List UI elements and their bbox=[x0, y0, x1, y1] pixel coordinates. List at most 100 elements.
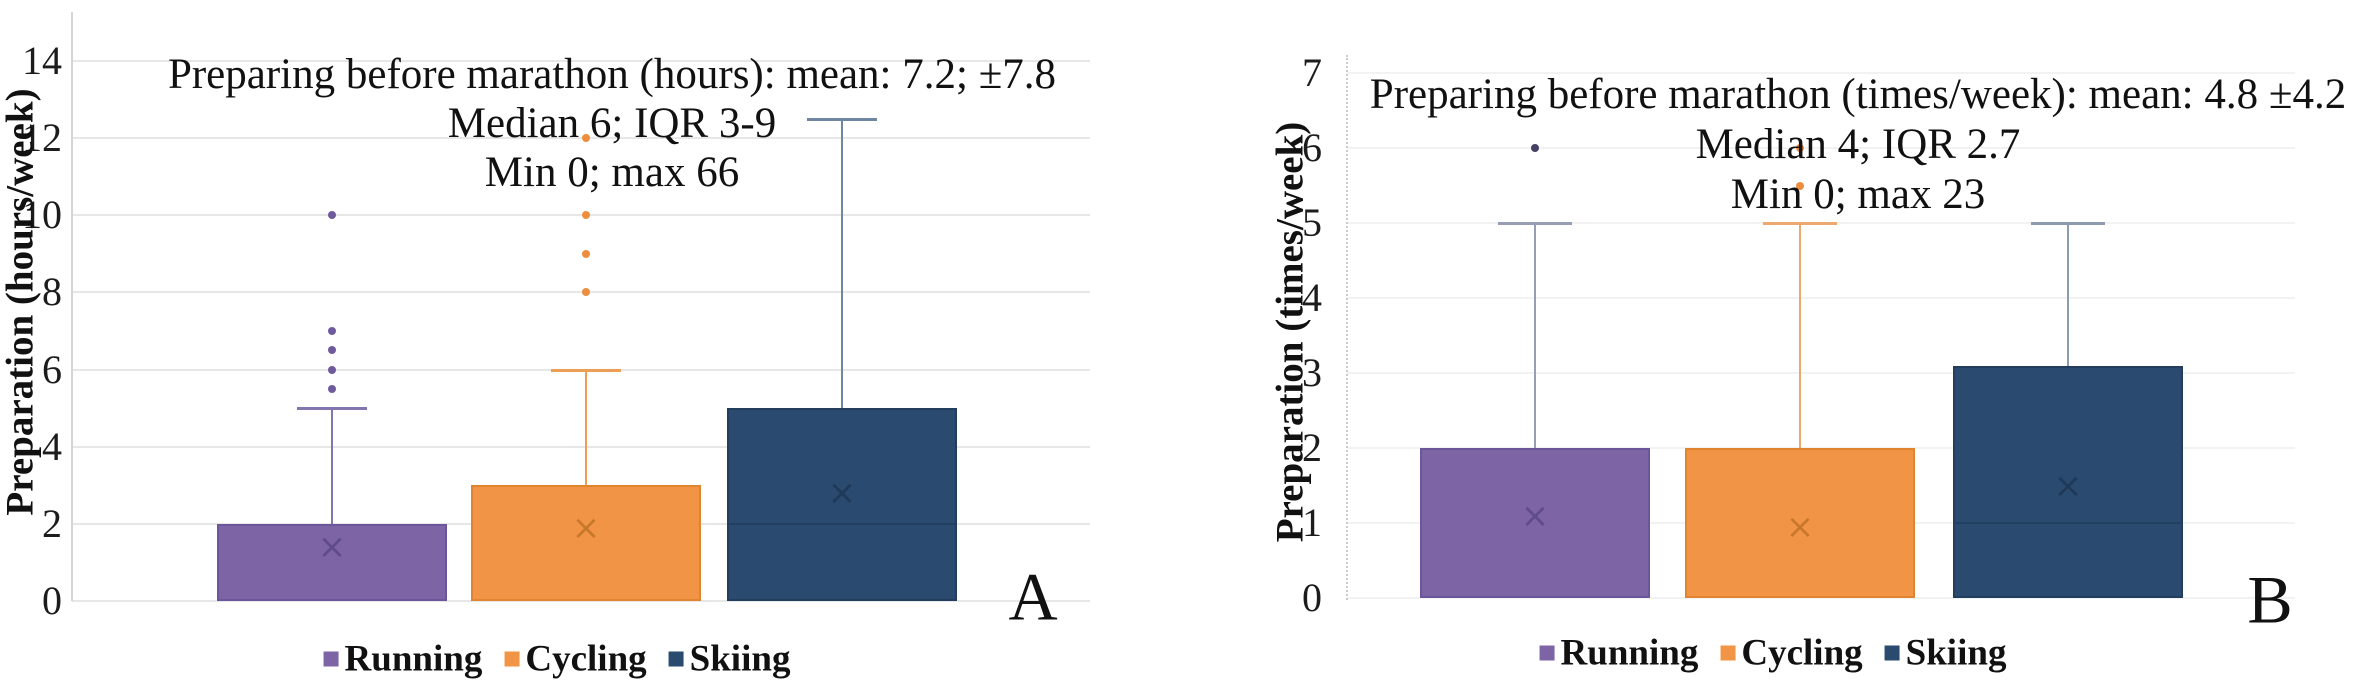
whisker-b-running bbox=[1534, 223, 1536, 452]
legend-item-a-running: Running bbox=[323, 638, 483, 681]
outlier-a-running-1 bbox=[328, 365, 336, 374]
gridline-a-10 bbox=[72, 214, 1090, 217]
mean-marker-a-running: × bbox=[317, 527, 347, 567]
whisker-b-skiing bbox=[2067, 223, 2069, 370]
y-tick-label-b: 7 bbox=[1302, 50, 1322, 95]
outlier-a-running-3 bbox=[328, 327, 336, 335]
y-axis-line-b bbox=[1346, 55, 1348, 600]
y-axis-line-a bbox=[71, 12, 73, 601]
box-b-running bbox=[1420, 448, 1650, 598]
legend-label: Cycling bbox=[1741, 632, 1863, 674]
outlier-a-running-2 bbox=[328, 346, 336, 355]
legend-swatch-icon bbox=[1539, 645, 1555, 661]
box-a-running bbox=[217, 523, 447, 601]
gridline-a-4 bbox=[72, 445, 1090, 448]
legend-label: Running bbox=[344, 638, 483, 680]
gridline-b-4 bbox=[1347, 297, 2295, 299]
gridline-b-3 bbox=[1347, 372, 2295, 374]
gridline-a-8 bbox=[72, 291, 1090, 294]
y-tick-label-a: 2 bbox=[42, 500, 62, 546]
legend-swatch-icon bbox=[1720, 645, 1736, 661]
mean-marker-b-skiing: × bbox=[2053, 465, 2083, 506]
legend-swatch-icon bbox=[323, 651, 339, 667]
gridline-a-0 bbox=[72, 600, 1090, 602]
whisker-cap-a-skiing bbox=[807, 117, 877, 121]
whisker-b-cycling bbox=[1799, 223, 1801, 452]
mean-marker-a-skiing: × bbox=[827, 473, 857, 513]
outlier-a-running-0 bbox=[328, 384, 336, 393]
outlier-a-cycling-0 bbox=[582, 288, 590, 297]
y-tick-label-b: 0 bbox=[1302, 575, 1322, 620]
gridline-b-7 bbox=[1347, 72, 2295, 74]
whisker-a-running bbox=[331, 408, 333, 528]
chart-title-b-line-2: Median 4; IQR 2.7 bbox=[1695, 121, 2021, 168]
whisker-a-skiing bbox=[841, 118, 843, 413]
y-tick-label-a: 8 bbox=[42, 269, 62, 315]
y-tick-label-b: 5 bbox=[1302, 200, 1322, 245]
y-tick-label-b: 6 bbox=[1302, 125, 1322, 170]
outlier-a-cycling-2 bbox=[582, 211, 590, 220]
chart-title-a: Preparing before marathon (hours): mean:… bbox=[168, 50, 1056, 197]
mean-marker-b-running: × bbox=[1520, 495, 1550, 536]
median-b-skiing bbox=[1955, 522, 2181, 524]
chart-title-b-line-3: Min 0; max 23 bbox=[1730, 171, 1986, 218]
legend-label: Skiing bbox=[689, 638, 791, 680]
box-a-cycling bbox=[471, 485, 701, 601]
y-tick-label-b: 2 bbox=[1302, 425, 1322, 470]
y-tick-label-a: 12 bbox=[22, 115, 62, 161]
chart-title-a-line-3: Min 0; max 66 bbox=[484, 149, 740, 196]
whisker-cap-b-cycling bbox=[1763, 222, 1837, 225]
legend-item-a-cycling: Cycling bbox=[504, 638, 647, 681]
legend-item-b-cycling: Cycling bbox=[1720, 632, 1863, 675]
y-axis-title-b: Preparation (times/week) bbox=[1268, 121, 1312, 543]
box-b-skiing bbox=[1953, 365, 2183, 598]
panel-label-a: A bbox=[1008, 558, 1058, 635]
whisker-cap-b-running bbox=[1498, 222, 1572, 225]
whisker-cap-a-running bbox=[297, 407, 367, 411]
legend-label: Cycling bbox=[525, 638, 647, 680]
legend-swatch-icon bbox=[504, 651, 520, 667]
mean-marker-a-cycling: × bbox=[571, 507, 601, 548]
outlier-a-cycling-1 bbox=[582, 249, 590, 258]
legend-item-a-skiing: Skiing bbox=[668, 638, 791, 681]
gridline-b-6 bbox=[1347, 147, 2295, 149]
chart-title-b-line-1: Preparing before marathon (times/week): … bbox=[1369, 71, 2347, 118]
legend-label: Running bbox=[1560, 632, 1699, 674]
y-tick-label-a: 0 bbox=[42, 578, 62, 623]
legend-swatch-icon bbox=[1884, 645, 1900, 661]
median-a-skiing bbox=[729, 522, 955, 525]
gridline-b-0 bbox=[1347, 597, 2295, 599]
chart-title-a-line-1: Preparing before marathon (hours): mean:… bbox=[167, 51, 1057, 98]
gridline-a-12 bbox=[72, 137, 1090, 140]
y-tick-label-a: 4 bbox=[42, 423, 62, 469]
legend-item-b-skiing: Skiing bbox=[1884, 632, 2007, 675]
legend-label: Skiing bbox=[1905, 632, 2007, 674]
y-tick-label-b: 4 bbox=[1302, 275, 1322, 320]
y-tick-label-a: 10 bbox=[22, 192, 62, 238]
box-a-skiing bbox=[727, 408, 957, 601]
outlier-a-cycling-3 bbox=[582, 134, 590, 143]
legend-a: Running Cycling Skiing bbox=[323, 638, 791, 681]
whisker-cap-b-skiing bbox=[2031, 222, 2105, 225]
chart-title-a-line-2: Median 6; IQR 3-9 bbox=[447, 100, 777, 147]
legend-b: Running Cycling Skiing bbox=[1539, 632, 2007, 675]
outlier-b-running-0 bbox=[1531, 144, 1539, 152]
chart-title-b: Preparing before marathon (times/week): … bbox=[1370, 70, 2346, 220]
y-tick-label-b: 3 bbox=[1302, 350, 1322, 395]
y-axis-title-a: Preparation (hours/week) bbox=[0, 88, 42, 516]
y-tick-label-a: 6 bbox=[42, 346, 62, 392]
whisker-a-cycling bbox=[585, 369, 587, 490]
gridline-a-14 bbox=[72, 60, 1090, 62]
outlier-b-cycling-0 bbox=[1796, 181, 1804, 190]
whisker-cap-a-cycling bbox=[551, 368, 621, 372]
outlier-b-cycling-1 bbox=[1796, 144, 1804, 152]
legend-item-b-running: Running bbox=[1539, 632, 1699, 675]
mean-marker-b-cycling: × bbox=[1785, 506, 1815, 547]
y-tick-label-b: 1 bbox=[1302, 500, 1322, 545]
outlier-a-running-4 bbox=[328, 211, 336, 220]
legend-swatch-icon bbox=[668, 651, 684, 667]
panel-label-b: B bbox=[2247, 561, 2293, 638]
y-tick-label-a: 14 bbox=[22, 38, 62, 83]
box-b-cycling bbox=[1685, 448, 1915, 598]
